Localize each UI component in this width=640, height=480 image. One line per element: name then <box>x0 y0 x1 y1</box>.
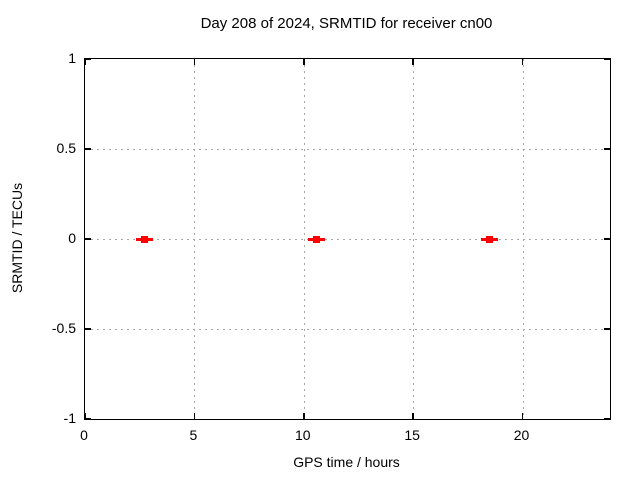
y-tick-left <box>85 58 91 60</box>
x-tick-top <box>193 59 196 65</box>
x-tick-top <box>84 59 86 65</box>
x-tick-top <box>412 59 414 65</box>
y-gridline <box>85 239 610 240</box>
x-tick-bottom <box>412 413 414 419</box>
chart-title: Day 208 of 2024, SRMTID for receiver cn0… <box>200 15 493 32</box>
y-axis-label: SRMTID / TECUs <box>9 182 25 294</box>
data-point <box>485 235 493 243</box>
x-tick-bottom <box>303 413 305 419</box>
y-tick-label: 0.5 <box>56 140 76 156</box>
x-axis-label: GPS time / hours <box>293 454 400 470</box>
y-tick-right <box>604 418 610 420</box>
data-point <box>312 235 320 243</box>
y-tick-left <box>85 418 91 420</box>
x-tick-top <box>303 59 305 65</box>
x-tick-bottom <box>521 413 524 419</box>
x-tick-label: 0 <box>80 427 88 443</box>
y-tick-right <box>604 328 610 330</box>
x-tick-label: 20 <box>513 427 530 443</box>
y-tick-left <box>85 148 91 150</box>
x-tick-bottom <box>84 413 86 419</box>
y-gridline <box>85 149 610 150</box>
y-tick-right <box>604 238 610 240</box>
y-tick-label: 0 <box>68 230 76 246</box>
x-tick-label: 15 <box>404 427 420 443</box>
y-tick-label: 1 <box>68 50 76 66</box>
y-gridline <box>85 329 610 330</box>
y-tick-right <box>604 148 610 150</box>
x-tick-label: 10 <box>294 427 311 443</box>
x-tick-top <box>521 59 524 65</box>
data-point <box>141 235 149 243</box>
y-tick-label: -1 <box>63 410 76 426</box>
y-tick-label: -0.5 <box>51 320 76 336</box>
y-tick-left <box>85 328 91 330</box>
x-tick-bottom <box>193 413 196 419</box>
x-tick-label: 5 <box>189 427 198 443</box>
y-tick-left <box>85 238 91 240</box>
y-tick-right <box>604 58 610 60</box>
plot-area <box>84 58 611 420</box>
